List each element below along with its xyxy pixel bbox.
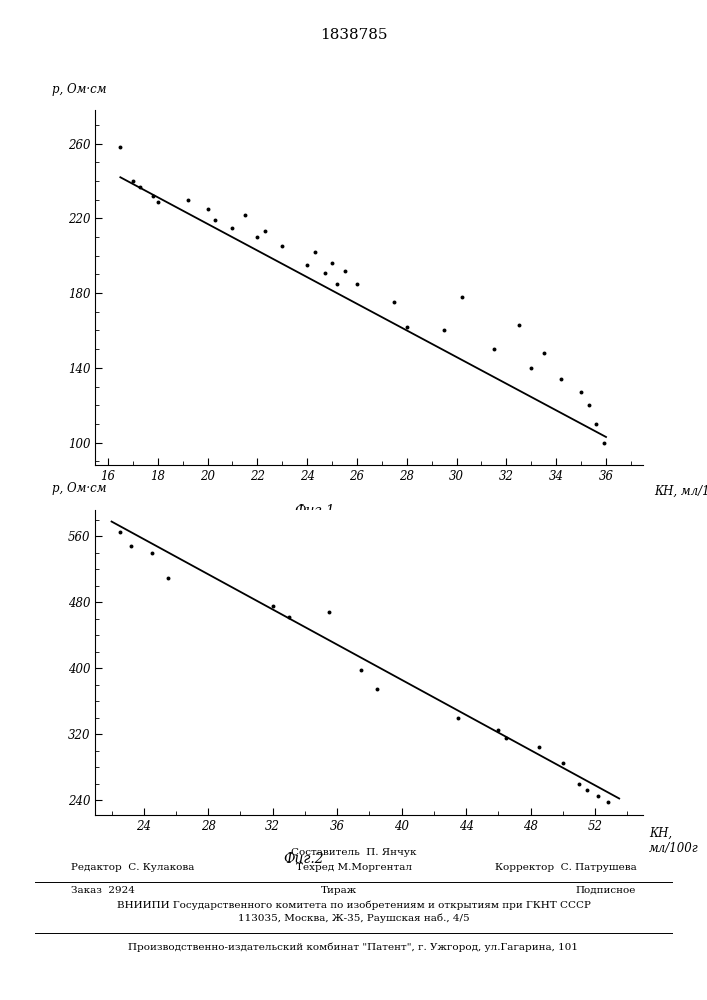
Text: Редактор  С. Кулакова: Редактор С. Кулакова [71,863,194,872]
Point [239,207,250,223]
Point [182,192,193,208]
Point [513,317,525,333]
Text: ВНИИПИ Государственного комитета по изобретениям и открытиям при ГКНТ СССР: ВНИИПИ Государственного комитета по изоб… [117,900,590,910]
Point [327,255,338,271]
Point [319,265,330,281]
Text: Составитель  П. Янчук: Составитель П. Янчук [291,848,416,857]
Point [146,545,158,561]
Point [252,229,263,245]
Point [125,538,136,554]
Point [456,289,467,305]
Point [602,794,614,810]
Text: Фиг.1: Фиг.1 [294,504,335,518]
Text: КН, мл/100г: КН, мл/100г [655,485,707,498]
Point [556,371,567,387]
Point [301,257,312,273]
Point [489,341,500,357]
Point [452,710,464,726]
Point [538,345,549,361]
Point [163,570,174,586]
Text: Производственно-издательский комбинат "Патент", г. Ужгород, ул.Гагарина, 101: Производственно-издательский комбинат "П… [129,942,578,952]
Point [209,212,221,228]
Text: 113035, Москва, Ж-35, Раушская наб., 4/5: 113035, Москва, Ж-35, Раушская наб., 4/5 [238,914,469,923]
Point [557,755,568,771]
Point [351,276,363,292]
Text: р, Ом·см: р, Ом·см [52,83,106,96]
Text: Техред М.Моргентал: Техред М.Моргентал [296,863,411,872]
Point [134,179,146,195]
Point [227,220,238,236]
Text: Корректор  С. Патрушева: Корректор С. Патрушева [495,863,636,872]
Text: Тираж: Тираж [321,886,358,895]
Point [573,776,585,792]
Point [356,662,367,678]
Point [501,730,512,746]
Text: Подписное: Подписное [576,886,636,895]
Point [583,397,594,413]
Point [267,598,279,614]
Point [590,416,602,432]
Point [284,609,295,625]
Point [114,524,125,540]
Text: КН,
мл/100г: КН, мл/100г [649,827,699,855]
Point [202,201,214,217]
Point [324,604,335,620]
Point [127,173,139,189]
Point [152,194,163,210]
Point [533,739,544,755]
Point [438,322,450,338]
Point [372,681,383,697]
Point [401,319,412,335]
Text: Заказ  2924: Заказ 2924 [71,886,134,895]
Point [598,435,609,451]
Text: Фиг.2: Фиг.2 [284,852,324,866]
Point [309,244,320,260]
Point [332,276,343,292]
Point [147,188,158,204]
Point [493,722,504,738]
Point [115,139,126,155]
Point [389,294,400,310]
Text: 1838785: 1838785 [320,28,387,42]
Point [575,384,587,400]
Point [276,238,288,254]
Point [525,360,537,376]
Point [592,788,604,804]
Point [581,782,592,798]
Point [339,263,350,279]
Point [259,223,271,239]
Text: р, Ом·см: р, Ом·см [52,482,106,495]
